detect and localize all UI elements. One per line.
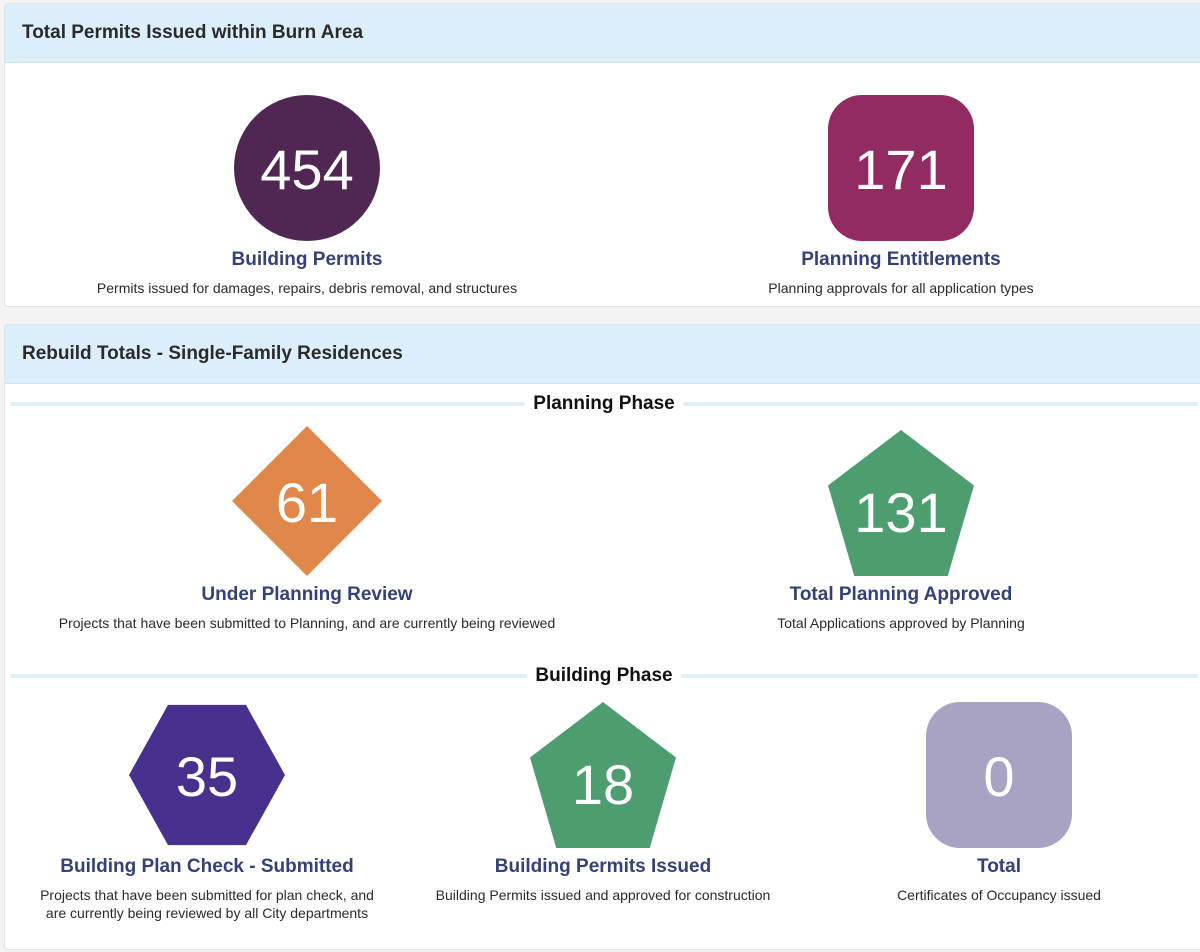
building-permits-value: 454	[260, 138, 354, 201]
building-plan-check-hexagon-shape: 35	[129, 704, 285, 846]
building-permits-issued-card: 18 Building Permits Issued Building Perm…	[403, 702, 803, 904]
permits-panel-title: Total Permits Issued within Burn Area	[22, 22, 364, 43]
certificates-occupancy-value: 0	[983, 745, 1015, 808]
under-planning-review-description: Projects that have been submitted to Pla…	[58, 615, 556, 631]
building-plan-check-card: 35 Building Plan Check - Submitted Proje…	[5, 702, 409, 922]
building-permits-card: 454 Building Permits Permits issued for …	[5, 95, 609, 297]
certificates-occupancy-description: Certificates of Occupancy issued	[897, 887, 1101, 903]
permits-panel-header: Total Permits Issued within Burn Area	[5, 4, 1200, 63]
planning-entitlements-rounded-shape: 171	[828, 95, 974, 241]
divider-line	[10, 402, 526, 406]
total-planning-approved-label: Total Planning Approved	[789, 584, 1013, 605]
building-phase-divider: Building Phase	[10, 664, 1198, 688]
building-plan-check-label: Building Plan Check - Submitted	[60, 856, 354, 877]
total-planning-approved-value: 131	[854, 481, 948, 544]
building-permits-issued-description: Building Permits issued and approved for…	[435, 887, 771, 903]
under-planning-review-label: Under Planning Review	[201, 584, 413, 605]
building-permits-label: Building Permits	[231, 249, 383, 270]
building-plan-check-description: Projects that have been submitted for pl…	[40, 886, 374, 922]
building-permits-description: Permits issued for damages, repairs, deb…	[96, 280, 518, 296]
planning-phase-title: Planning Phase	[533, 393, 675, 414]
under-planning-review-diamond-shape: 61	[232, 426, 382, 576]
rebuild-panel-header: Rebuild Totals - Single-Family Residence…	[5, 325, 1200, 384]
total-planning-approved-pentagon-shape: 131	[828, 430, 974, 576]
building-plan-check-description-line: are currently being reviewed by all City…	[45, 905, 369, 921]
building-phase-title: Building Phase	[535, 665, 673, 686]
total-planning-approved-card: 131 Total Planning Approved Total Applic…	[599, 430, 1200, 632]
total-planning-approved-description: Total Applications approved by Planning	[777, 615, 1025, 631]
building-permits-issued-value: 18	[571, 753, 635, 816]
rebuild-panel-title: Rebuild Totals - Single-Family Residence…	[22, 343, 403, 364]
divider-line	[680, 674, 1198, 678]
building-plan-check-description-line: Projects that have been submitted for pl…	[40, 887, 374, 903]
divider-line	[682, 402, 1199, 406]
building-permits-circle-shape: 454	[234, 95, 380, 241]
rebuild-panel: Rebuild Totals - Single-Family Residence…	[4, 324, 1200, 950]
planning-entitlements-card: 171 Planning Entitlements Planning appro…	[599, 95, 1200, 297]
under-planning-review-card: 61 Under Planning Review Projects that h…	[5, 426, 609, 632]
permits-panel: Total Permits Issued within Burn Area 45…	[4, 3, 1200, 307]
divider-line	[10, 674, 528, 678]
building-plan-check-value: 35	[175, 745, 239, 808]
planning-phase-divider: Planning Phase	[10, 392, 1199, 416]
building-permits-issued-label: Building Permits Issued	[494, 856, 712, 877]
planning-entitlements-value: 171	[854, 138, 948, 201]
certificates-occupancy-card: 0 Total Certificates of Occupancy issued	[799, 702, 1199, 904]
certificates-occupancy-rounded-shape: 0	[926, 702, 1072, 848]
planning-entitlements-description: Planning approvals for all application t…	[768, 280, 1034, 296]
building-permits-issued-pentagon-shape: 18	[530, 702, 676, 848]
certificates-occupancy-label: Total	[977, 856, 1021, 877]
under-planning-review-value: 61	[275, 471, 339, 534]
planning-entitlements-label: Planning Entitlements	[801, 249, 1001, 270]
